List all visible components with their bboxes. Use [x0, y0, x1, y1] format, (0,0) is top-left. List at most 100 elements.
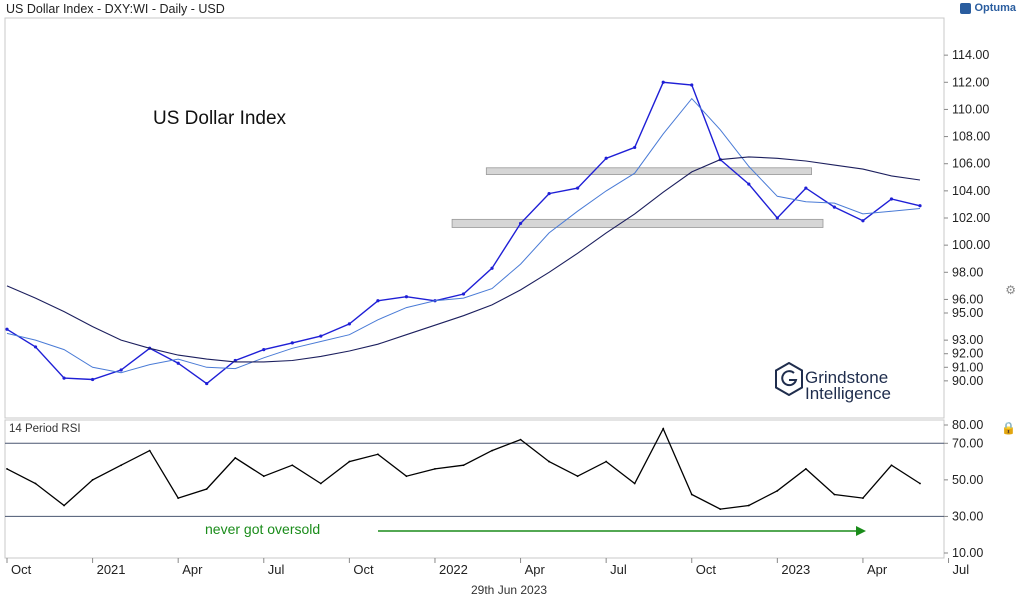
chart-settings-icon[interactable]: ⚙	[1005, 283, 1016, 297]
rsi-point	[291, 464, 294, 467]
sr-zone-1	[451, 218, 824, 228]
rsi-point	[434, 467, 436, 470]
price-line-point	[62, 376, 66, 380]
brand-line-1: Grindstone	[805, 368, 889, 387]
price-y-tick-label: 90.00	[952, 374, 983, 388]
rsi-point	[519, 438, 522, 441]
lock-icon[interactable]: 🔒	[1001, 421, 1016, 435]
rsi-point	[34, 482, 37, 485]
x-axis-tick-label: Apr	[525, 562, 546, 577]
x-axis-tick-label: Oct	[11, 562, 32, 577]
rsi-point	[262, 475, 265, 478]
price-line-point	[90, 377, 95, 382]
rsi-point	[348, 460, 351, 463]
price-y-tick-label: 96.00	[952, 292, 983, 306]
rsi-point	[205, 488, 208, 490]
x-axis-tick-label: Oct	[696, 562, 717, 577]
rsi-point	[177, 497, 180, 500]
price-line-point	[262, 348, 266, 352]
price-line-point	[518, 221, 523, 226]
price-line-point	[33, 345, 38, 349]
price-line-point	[5, 327, 9, 331]
rsi-point	[919, 482, 921, 485]
rsi-point	[63, 504, 65, 507]
rsi-point	[548, 460, 550, 463]
brand-line-2: Intelligence	[805, 384, 892, 403]
x-axis-tick-label: Apr	[867, 562, 888, 577]
price-line-point	[376, 299, 380, 303]
price-line-point	[404, 295, 409, 299]
annotation-arrowhead	[856, 526, 866, 537]
rsi-point	[405, 475, 408, 478]
price-line-point	[918, 204, 922, 208]
price-line-point	[119, 368, 123, 372]
price-line-point	[661, 80, 665, 84]
price-y-tick-label: 92.00	[952, 347, 983, 361]
rsi-point	[6, 467, 8, 470]
price-y-tick-label: 93.00	[952, 333, 983, 347]
rsi-point	[148, 449, 151, 452]
rsi-point	[576, 475, 579, 478]
rsi-point	[747, 504, 750, 507]
price-line-point	[547, 191, 551, 196]
optuma-logo-text: Optuma	[974, 2, 1016, 14]
rsi-point	[120, 464, 123, 467]
price-y-tick-label: 102.00	[952, 211, 990, 225]
rsi-point	[690, 493, 693, 496]
rsi-point	[804, 467, 807, 470]
price-y-tick-label: 100.00	[952, 238, 990, 252]
long-moving-average-line	[6, 156, 921, 363]
rsi-point	[633, 482, 636, 485]
price-line-point	[633, 145, 637, 150]
optuma-logo: Optuma	[960, 2, 1016, 14]
price-line-point	[319, 334, 323, 338]
rsi-panel-border	[4, 419, 945, 559]
price-line-point	[832, 205, 837, 209]
x-axis-tick-label: 2022	[439, 562, 468, 577]
price-line-point	[690, 83, 694, 87]
price-y-tick-label: 108.00	[952, 130, 990, 144]
rsi-point	[862, 497, 864, 500]
rsi-point	[890, 464, 893, 467]
rsi-point	[462, 464, 465, 467]
price-y-tick-label: 95.00	[952, 306, 983, 320]
x-axis-tick-label: Apr	[182, 562, 203, 577]
rsi-point	[91, 478, 94, 481]
rsi-y-tick-label: 70.00	[952, 436, 983, 450]
chart-header-title: US Dollar Index - DXY:WI - Daily - USD	[6, 2, 225, 16]
main-chart-title: US Dollar Index	[153, 108, 287, 129]
x-axis-tick-label: Jul	[953, 562, 970, 577]
rsi-y-tick-label: 80.00	[952, 418, 983, 432]
price-y-tick-label: 104.00	[952, 184, 990, 198]
rsi-point	[377, 453, 379, 456]
price-line-point	[861, 219, 865, 223]
price-line-point	[804, 186, 808, 190]
price-line-point	[205, 381, 209, 386]
price-line-point	[461, 292, 466, 296]
short-moving-average-line	[6, 97, 921, 374]
x-axis-tick-label: Oct	[353, 562, 374, 577]
x-axis-tick-label: Jul	[268, 562, 285, 577]
rsi-point	[605, 460, 608, 463]
price-line-point	[889, 197, 894, 201]
optuma-logo-icon	[960, 2, 972, 14]
grindstone-logo-icon	[775, 362, 803, 396]
price-y-tick-label: 98.00	[952, 265, 983, 279]
price-line-point	[290, 341, 294, 345]
price-line-point	[576, 186, 580, 190]
footer-date: 29th Jun 2023	[471, 583, 548, 597]
price-line-point	[347, 322, 351, 326]
rsi-panel-label: 14 Period RSI	[9, 423, 81, 435]
rsi-point	[776, 489, 779, 492]
price-line-point	[775, 216, 779, 220]
rsi-y-tick-label: 10.00	[952, 546, 983, 560]
x-axis-tick-label: 2023	[781, 562, 810, 577]
rsi-point	[662, 427, 665, 430]
price-y-tick-label: 91.00	[952, 360, 983, 374]
rsi-y-tick-label: 30.00	[952, 509, 983, 523]
price-line-point	[747, 182, 751, 186]
rsi-point	[491, 449, 493, 452]
price-y-tick-label: 110.00	[952, 102, 989, 116]
rsi-y-tick-label: 50.00	[952, 473, 983, 487]
